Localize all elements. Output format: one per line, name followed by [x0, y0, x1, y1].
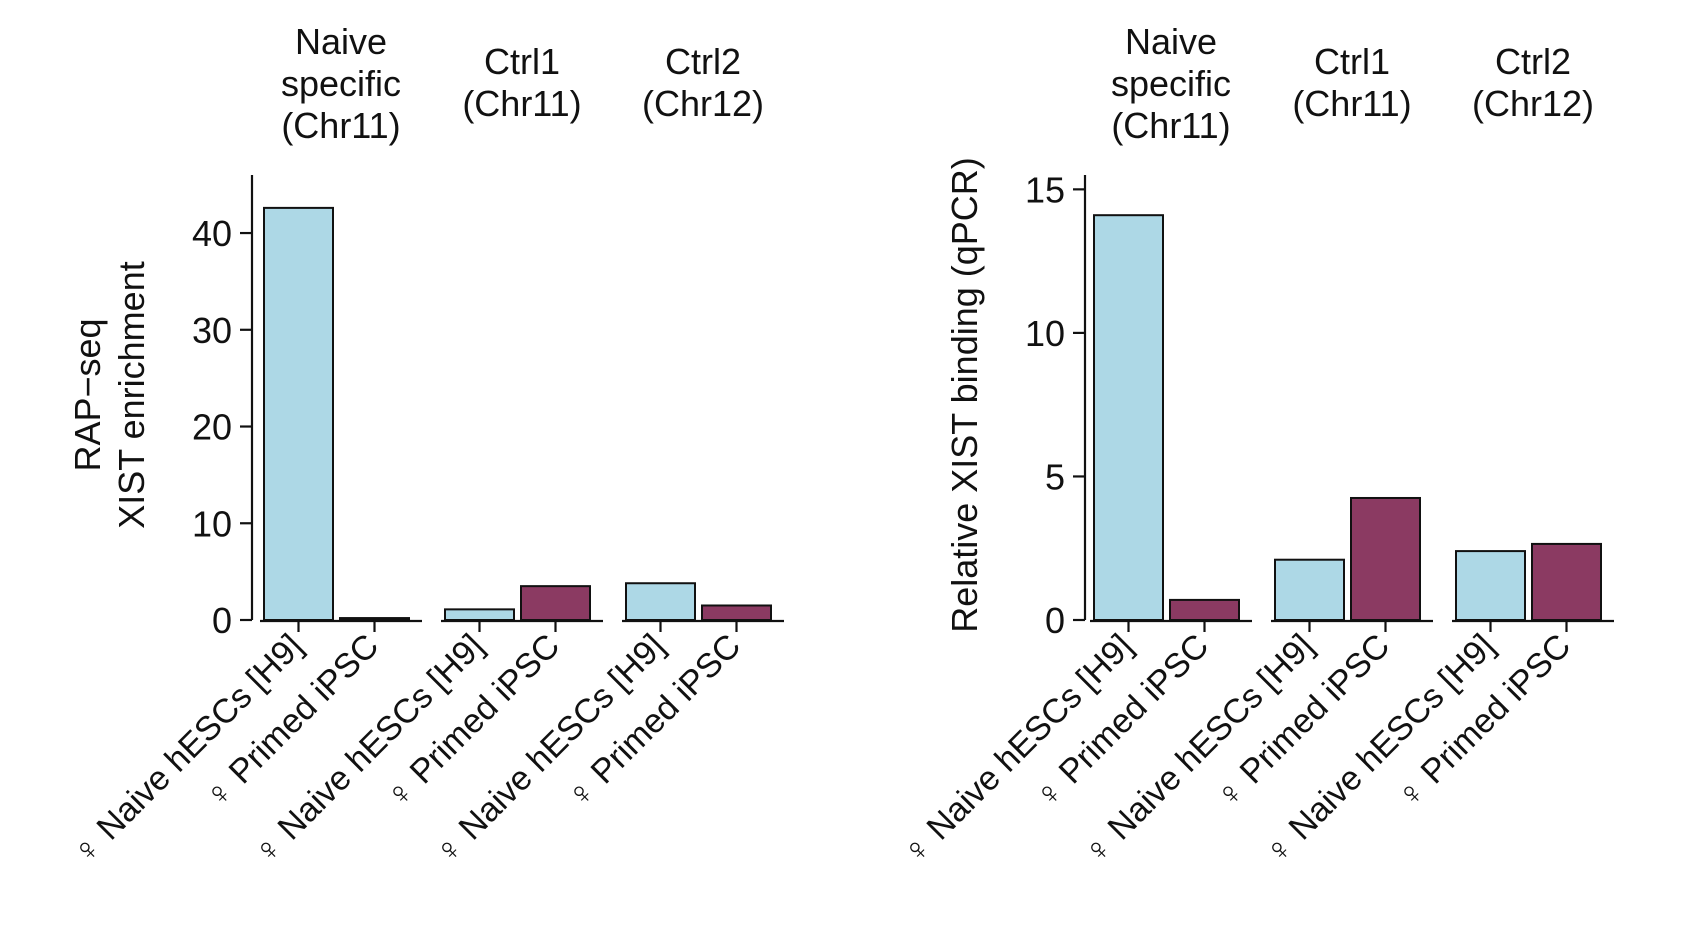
y-tick-label: 30: [192, 310, 232, 351]
group-title: Naive: [295, 21, 387, 62]
group-title: (Chr11): [1111, 105, 1230, 146]
bar: [1350, 496, 1421, 621]
y-tick-label: 20: [192, 407, 232, 448]
y-axis-label: Relative XIST binding (qPCR): [944, 157, 985, 633]
group-title: Ctrl2: [1495, 41, 1571, 82]
group-title: (Chr11): [281, 105, 400, 146]
y-tick-label: 10: [1025, 313, 1065, 354]
group-title: specific: [1111, 63, 1231, 104]
group-title: Ctrl1: [484, 41, 560, 82]
bar: [1274, 558, 1345, 621]
chart-panel-2: 0 5 10 15 Relative XIST binding (qPCR) Naives…: [895, 21, 1614, 872]
y-tick-label: 15: [1025, 169, 1065, 210]
chart-panel-1: 0 10 20 30 40 RAP−seq XIST enrichment Naivespec…: [65, 21, 784, 872]
bar: [444, 608, 515, 622]
y-tick-label: 0: [212, 600, 232, 641]
y-axis-label: XIST enrichment: [111, 261, 152, 528]
group-title: Ctrl2: [665, 41, 741, 82]
bar: [263, 206, 334, 622]
bar: [625, 582, 696, 622]
group-title: Naive: [1125, 21, 1217, 62]
group-title: specific: [281, 63, 401, 104]
y-tick-label: 10: [192, 503, 232, 544]
group-title: Ctrl1: [1314, 41, 1390, 82]
bar: [1531, 542, 1602, 622]
bar: [520, 585, 591, 621]
group-title: (Chr11): [1292, 83, 1411, 124]
bar: [1169, 598, 1240, 621]
y-axis-label: RAP−seq: [67, 318, 108, 471]
y-tick-label: 5: [1045, 456, 1065, 497]
y-tick-label: 0: [1045, 600, 1065, 641]
group-title: (Chr11): [462, 83, 581, 124]
group-title: (Chr12): [1472, 83, 1594, 124]
bar: [1093, 214, 1164, 621]
bar: [1455, 550, 1526, 622]
y-tick-label: 40: [192, 213, 232, 254]
bar: [339, 617, 410, 622]
bar: [701, 604, 772, 622]
group-title: (Chr12): [642, 83, 764, 124]
